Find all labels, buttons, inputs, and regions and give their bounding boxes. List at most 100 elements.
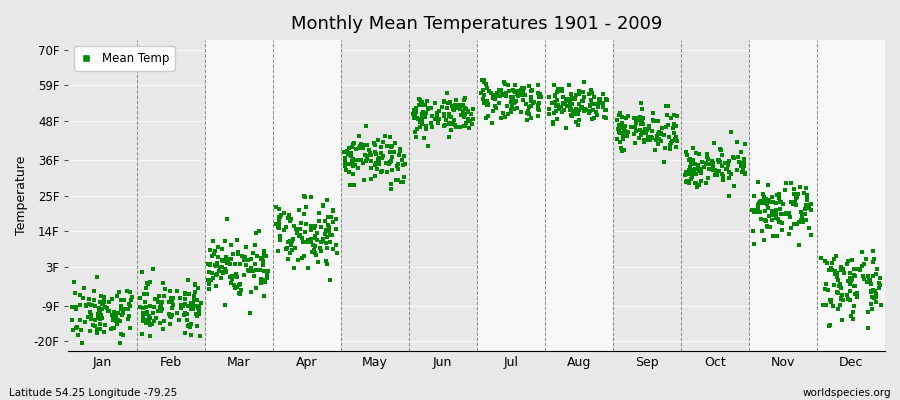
Point: [343, 182, 357, 188]
Point: [316, 236, 330, 242]
Point: [311, 259, 326, 266]
Point: [211, 260, 225, 266]
Point: [760, 223, 775, 229]
Point: [550, 89, 564, 95]
Point: [122, 301, 137, 307]
Point: [662, 122, 676, 129]
Point: [498, 114, 512, 120]
Point: [618, 123, 633, 129]
Point: [760, 200, 774, 207]
Point: [681, 179, 696, 186]
Point: [866, 287, 880, 294]
Point: [297, 211, 311, 218]
Point: [842, 274, 857, 281]
Point: [782, 210, 796, 216]
Point: [95, 315, 110, 322]
Point: [681, 167, 696, 174]
Point: [271, 224, 285, 230]
Point: [508, 89, 522, 96]
Point: [683, 167, 698, 173]
Point: [320, 261, 335, 267]
Point: [582, 91, 597, 98]
Point: [318, 217, 332, 224]
Point: [313, 238, 328, 245]
Point: [638, 137, 652, 144]
Point: [667, 121, 681, 128]
Point: [531, 112, 545, 119]
Point: [396, 162, 410, 168]
Point: [762, 196, 777, 203]
Point: [74, 327, 88, 333]
Point: [816, 301, 831, 308]
Point: [556, 100, 571, 106]
Point: [112, 318, 127, 324]
Point: [65, 317, 79, 324]
Point: [102, 299, 116, 306]
Point: [457, 123, 472, 130]
Point: [246, 268, 260, 274]
Point: [847, 282, 861, 289]
Point: [706, 140, 721, 147]
Point: [524, 115, 538, 122]
Point: [619, 133, 634, 140]
Point: [322, 239, 337, 246]
Point: [506, 93, 520, 100]
Point: [255, 256, 269, 262]
Point: [639, 130, 653, 137]
Point: [773, 206, 788, 212]
Point: [208, 262, 222, 268]
Point: [259, 272, 274, 278]
Point: [679, 179, 693, 185]
Point: [873, 282, 887, 288]
Point: [252, 228, 266, 235]
Point: [340, 161, 355, 167]
Point: [524, 103, 538, 109]
Point: [547, 82, 562, 88]
Point: [237, 272, 251, 278]
Point: [355, 140, 369, 147]
Point: [627, 115, 642, 122]
Point: [778, 210, 793, 216]
Point: [781, 210, 796, 217]
Point: [292, 232, 307, 239]
Point: [726, 154, 741, 161]
Point: [84, 302, 98, 308]
Point: [737, 156, 751, 162]
Point: [113, 303, 128, 310]
Point: [521, 83, 535, 90]
Point: [411, 116, 426, 122]
Point: [284, 238, 299, 244]
Point: [218, 266, 232, 273]
Point: [342, 152, 356, 158]
Point: [555, 101, 570, 107]
Point: [248, 261, 263, 267]
Point: [392, 161, 406, 167]
Point: [764, 199, 778, 206]
Point: [461, 108, 475, 115]
Point: [228, 285, 242, 291]
Point: [162, 311, 176, 317]
Point: [316, 238, 330, 244]
Point: [410, 114, 424, 121]
Point: [752, 200, 767, 206]
Point: [761, 213, 776, 219]
Point: [847, 266, 861, 272]
Point: [868, 299, 883, 306]
Point: [440, 100, 454, 107]
Point: [687, 170, 701, 177]
Point: [187, 281, 202, 288]
Point: [689, 180, 704, 186]
Point: [712, 157, 726, 164]
Point: [711, 157, 725, 164]
Point: [553, 88, 567, 94]
Point: [212, 268, 226, 274]
Point: [179, 310, 194, 317]
Point: [750, 208, 764, 215]
Point: [764, 217, 778, 223]
Point: [832, 282, 846, 289]
Point: [354, 157, 368, 164]
Point: [633, 114, 647, 121]
Point: [461, 108, 475, 115]
Point: [238, 244, 253, 251]
Point: [586, 107, 600, 114]
